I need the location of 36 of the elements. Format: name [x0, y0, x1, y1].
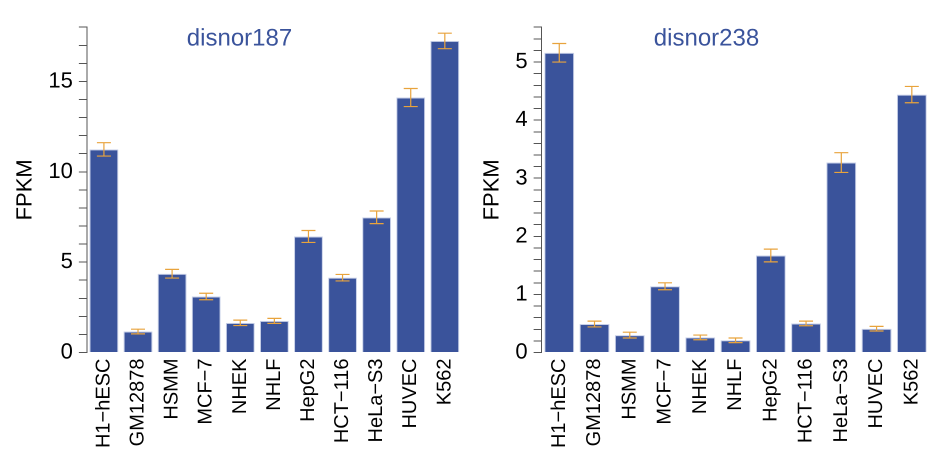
y-tick-label: 5: [60, 248, 73, 274]
x-tick-label: GM12878: [583, 358, 606, 446]
x-tick-label: MCF−7: [194, 358, 217, 425]
x-tick-label: HeLa−S3: [365, 358, 388, 442]
y-tick-label: 10: [48, 158, 73, 183]
x-tick-label: NHLF: [262, 358, 285, 411]
x-tick-label: H1−hESC: [92, 358, 114, 448]
y-tick-label: 0: [60, 338, 73, 364]
y-tick-label: 5: [515, 48, 528, 74]
x-tick-label: HSMM: [618, 358, 640, 420]
y-tick-label: 0: [515, 338, 528, 364]
x-tick-label: HSMM: [160, 358, 183, 420]
x-tick-label: MCF−7: [654, 358, 676, 425]
x-tick-label: HepG2: [759, 358, 782, 422]
x-tick-label: NHEK: [228, 358, 251, 414]
y-tick-label: 3: [515, 164, 528, 190]
x-tick-label: HUVEC: [865, 358, 888, 429]
x-tick-label: GM12878: [126, 358, 149, 446]
chart-title: disnor238: [654, 24, 760, 52]
y-tick-label: 2: [515, 222, 528, 248]
x-tick-label: K562: [433, 358, 456, 406]
x-tick-label: HCT−116: [331, 358, 354, 444]
x-tick-label: K562: [900, 358, 922, 406]
x-tick-label: HeLa−S3: [830, 358, 852, 442]
x-tick-label: HUVEC: [399, 358, 422, 429]
x-tick-label: H1−hESC: [548, 358, 570, 448]
x-tick-label: NHLF: [724, 358, 746, 411]
x-tick-label: HCT−116: [794, 358, 817, 444]
x-tick-label: NHEK: [688, 358, 711, 414]
y-tick-label: 1: [515, 280, 528, 306]
y-tick-label: 4: [515, 106, 528, 132]
chart-title: disnor187: [186, 24, 292, 52]
y-tick-label: 15: [48, 67, 73, 92]
y-axis-title: FPKM: [478, 159, 504, 220]
y-axis-title: FPKM: [11, 159, 36, 220]
x-tick-label: HepG2: [296, 358, 319, 422]
